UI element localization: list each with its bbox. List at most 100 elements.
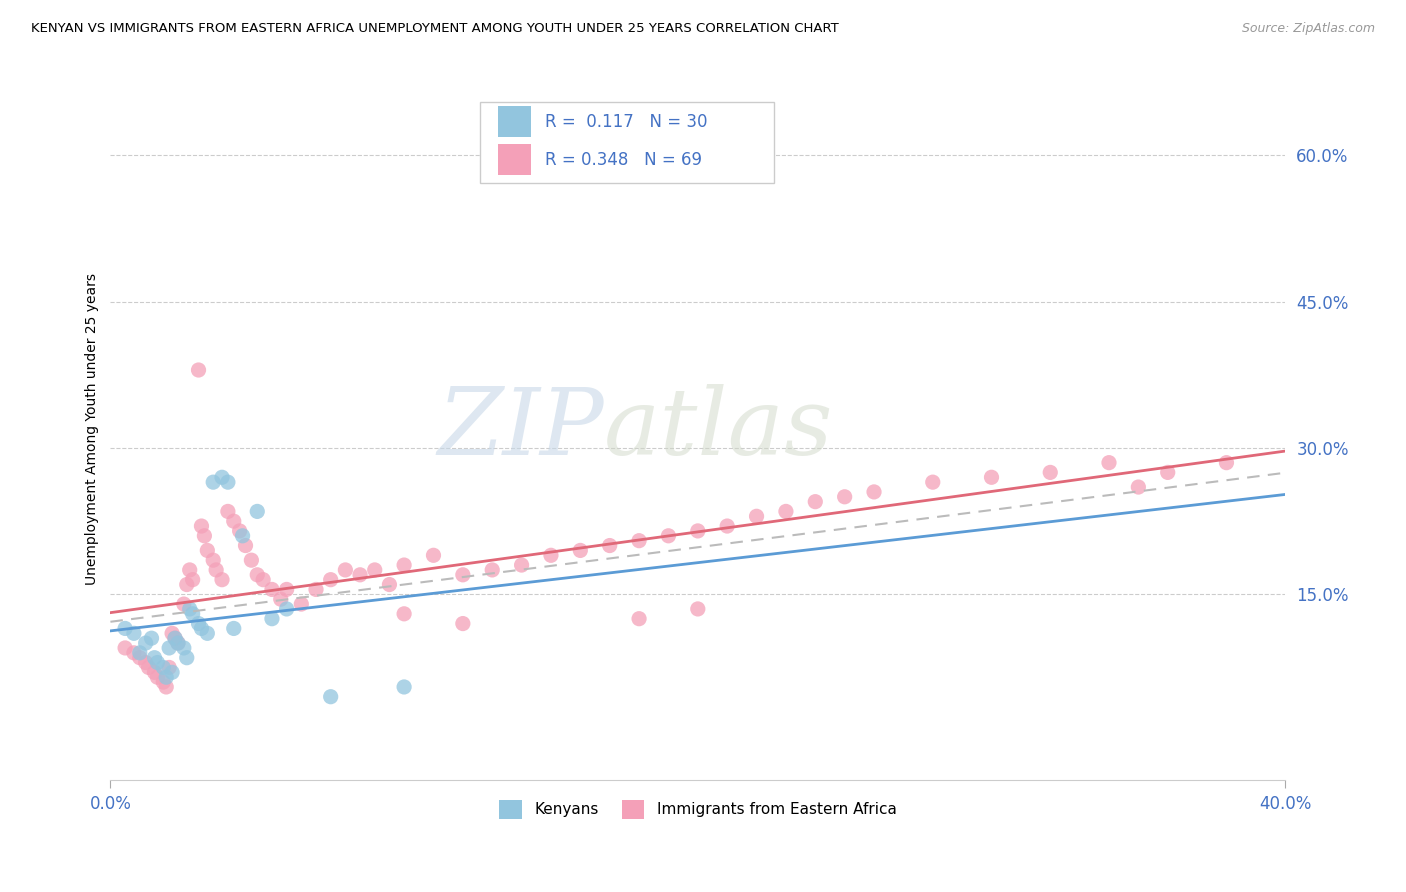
Point bbox=[181, 607, 204, 621]
Point bbox=[179, 602, 201, 616]
Point bbox=[1128, 480, 1150, 494]
Point bbox=[270, 592, 292, 607]
Point bbox=[211, 470, 233, 484]
Point bbox=[392, 680, 415, 694]
Legend: Kenyans, Immigrants from Eastern Africa: Kenyans, Immigrants from Eastern Africa bbox=[494, 794, 903, 824]
Text: R = 0.348   N = 69: R = 0.348 N = 69 bbox=[546, 151, 702, 169]
Point bbox=[569, 543, 592, 558]
Point bbox=[222, 622, 245, 636]
Point bbox=[392, 607, 415, 621]
Point bbox=[163, 631, 186, 645]
Point bbox=[657, 529, 679, 543]
Text: atlas: atlas bbox=[603, 384, 834, 474]
Point bbox=[187, 363, 209, 377]
Point bbox=[114, 622, 136, 636]
Point bbox=[202, 553, 225, 567]
Point bbox=[378, 577, 401, 591]
Point bbox=[349, 567, 371, 582]
Point bbox=[155, 670, 177, 684]
Point bbox=[276, 602, 298, 616]
Point bbox=[686, 524, 709, 538]
Point bbox=[167, 636, 190, 650]
Point bbox=[195, 543, 218, 558]
Point bbox=[173, 640, 195, 655]
Point bbox=[202, 475, 225, 490]
Point bbox=[193, 529, 215, 543]
Point bbox=[1157, 466, 1180, 480]
Point bbox=[179, 563, 201, 577]
Point bbox=[222, 514, 245, 528]
Point bbox=[921, 475, 943, 490]
Point bbox=[745, 509, 768, 524]
Point bbox=[135, 636, 157, 650]
Point bbox=[138, 660, 160, 674]
Point bbox=[240, 553, 263, 567]
Point bbox=[319, 690, 342, 704]
Point bbox=[335, 563, 357, 577]
Point bbox=[863, 484, 886, 499]
Point bbox=[167, 636, 190, 650]
Point bbox=[246, 567, 269, 582]
Point bbox=[510, 558, 533, 572]
Point bbox=[540, 549, 562, 563]
Point bbox=[157, 640, 180, 655]
Point bbox=[716, 519, 738, 533]
Point bbox=[128, 650, 150, 665]
Point bbox=[422, 549, 444, 563]
Point bbox=[1098, 456, 1121, 470]
Point bbox=[152, 675, 174, 690]
Point bbox=[599, 539, 621, 553]
Point bbox=[364, 563, 387, 577]
Point bbox=[260, 582, 283, 597]
Point bbox=[305, 582, 328, 597]
Point bbox=[157, 660, 180, 674]
Point bbox=[143, 650, 166, 665]
Text: ZIP: ZIP bbox=[437, 384, 603, 474]
Point bbox=[451, 567, 474, 582]
Y-axis label: Unemployment Among Youth under 25 years: Unemployment Among Youth under 25 years bbox=[86, 273, 100, 584]
Point bbox=[290, 597, 312, 611]
Text: Source: ZipAtlas.com: Source: ZipAtlas.com bbox=[1241, 22, 1375, 36]
Point bbox=[176, 577, 198, 591]
Point bbox=[1039, 466, 1062, 480]
Text: R =  0.117   N = 30: R = 0.117 N = 30 bbox=[546, 112, 707, 130]
Point bbox=[181, 573, 204, 587]
Point bbox=[190, 622, 212, 636]
Point bbox=[122, 646, 145, 660]
FancyBboxPatch shape bbox=[481, 102, 775, 183]
Point bbox=[143, 665, 166, 680]
Point bbox=[217, 504, 239, 518]
Point bbox=[319, 573, 342, 587]
Point bbox=[135, 656, 157, 670]
Point bbox=[451, 616, 474, 631]
Point bbox=[804, 494, 827, 508]
Point bbox=[392, 558, 415, 572]
Point bbox=[1215, 456, 1237, 470]
Point bbox=[195, 626, 218, 640]
Point bbox=[152, 660, 174, 674]
Point bbox=[122, 626, 145, 640]
Point bbox=[160, 626, 183, 640]
Point bbox=[246, 504, 269, 518]
Point bbox=[160, 665, 183, 680]
Point bbox=[146, 670, 169, 684]
Point bbox=[114, 640, 136, 655]
Point bbox=[211, 573, 233, 587]
Point bbox=[173, 597, 195, 611]
Point bbox=[190, 519, 212, 533]
Point bbox=[205, 563, 228, 577]
Bar bbox=[498, 144, 531, 176]
Text: KENYAN VS IMMIGRANTS FROM EASTERN AFRICA UNEMPLOYMENT AMONG YOUTH UNDER 25 YEARS: KENYAN VS IMMIGRANTS FROM EASTERN AFRICA… bbox=[31, 22, 839, 36]
Point bbox=[228, 524, 250, 538]
Point bbox=[628, 612, 651, 626]
Point bbox=[232, 529, 254, 543]
Point bbox=[686, 602, 709, 616]
Point bbox=[481, 563, 503, 577]
Point bbox=[980, 470, 1002, 484]
Bar bbox=[498, 106, 531, 137]
Point bbox=[146, 656, 169, 670]
Point bbox=[834, 490, 856, 504]
Point bbox=[252, 573, 274, 587]
Point bbox=[128, 646, 150, 660]
Point bbox=[141, 631, 163, 645]
